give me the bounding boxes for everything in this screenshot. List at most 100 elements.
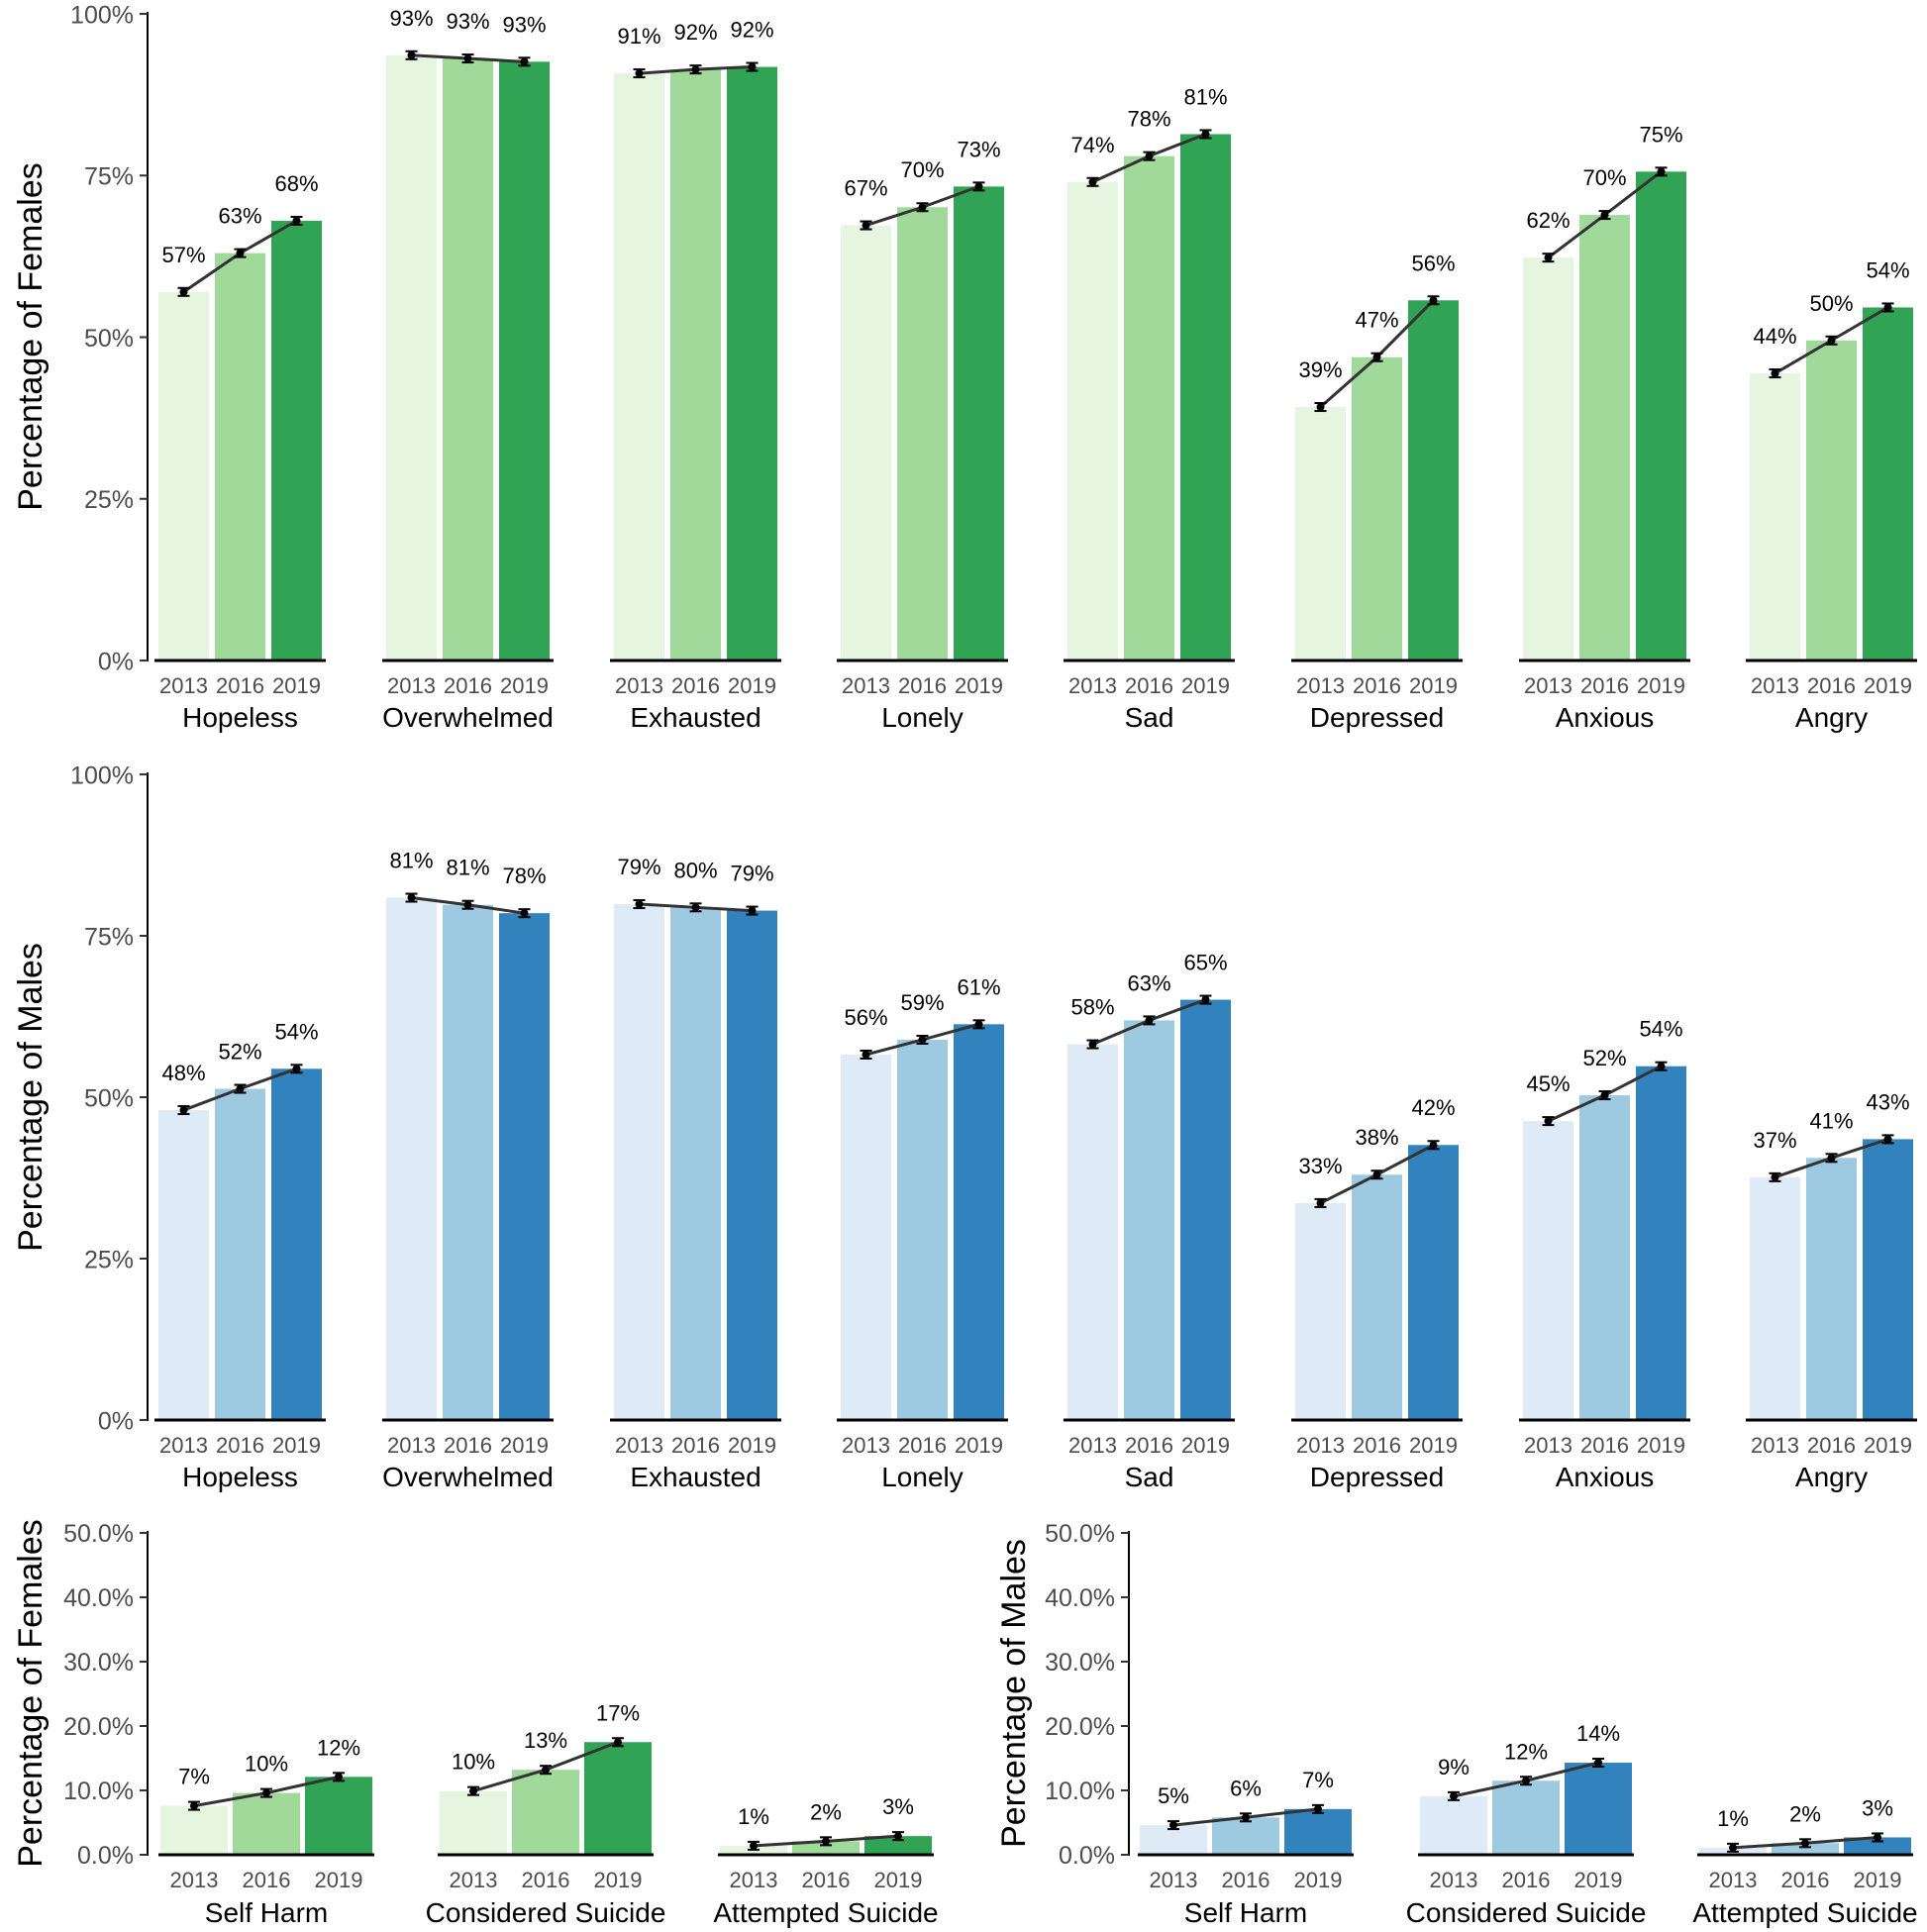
point-marker (1883, 303, 1892, 312)
point-marker (918, 203, 927, 212)
bar (1180, 999, 1231, 1420)
category-label: Attempted Suicide (713, 1897, 938, 1928)
point-marker (1600, 211, 1609, 220)
bar (792, 1841, 860, 1855)
y-tick-label: 0.0% (77, 1842, 134, 1870)
x-tick-label: 2016 (1807, 1433, 1856, 1458)
bar (1806, 340, 1857, 661)
x-tick-label: 2016 (1580, 1433, 1629, 1458)
point-marker (691, 903, 700, 912)
x-tick-label: 2016 (1125, 1433, 1173, 1458)
category-label: Self Harm (1184, 1897, 1307, 1928)
bar-group-self-harm: 5% 2013 6% 2016 7% 2019 Self Harm (1138, 1768, 1354, 1928)
data-label: 12% (1504, 1739, 1548, 1764)
point-marker (1316, 1198, 1325, 1207)
category-label: Considered Suicide (426, 1897, 666, 1928)
bar (1124, 1020, 1174, 1420)
x-tick-label: 2019 (500, 673, 549, 698)
y-tick-label: 75% (84, 163, 134, 191)
bar (233, 1792, 300, 1855)
bar (1408, 1145, 1459, 1420)
y-tick-label: 75% (84, 923, 134, 951)
data-label: 5% (1158, 1783, 1189, 1808)
category-label: Depressed (1310, 702, 1444, 733)
point-marker (1145, 152, 1154, 160)
point-marker (520, 909, 529, 918)
point-marker (179, 1106, 188, 1115)
point-marker (1771, 1172, 1779, 1181)
data-label: 1% (738, 1804, 769, 1829)
x-tick-label: 2013 (159, 1433, 208, 1458)
bar (271, 220, 322, 661)
bar (386, 54, 437, 661)
bar (954, 186, 1004, 661)
x-tick-label: 2019 (1409, 673, 1458, 698)
point-marker (1242, 1813, 1250, 1822)
category-label: Considered Suicide (1406, 1897, 1647, 1928)
bar (614, 73, 664, 661)
data-label: 56% (844, 1005, 887, 1030)
category-label: Self Harm (205, 1897, 328, 1928)
point-marker (236, 1084, 245, 1093)
y-tick-label: 10.0% (1045, 1778, 1115, 1805)
bar (499, 61, 550, 661)
y-tick-label: 10.0% (63, 1778, 134, 1805)
x-tick-label: 2013 (1524, 1433, 1572, 1458)
y-axis-title: Percentage of Females (12, 162, 50, 511)
category-label: Lonely (881, 702, 964, 733)
bar (443, 904, 493, 1420)
x-tick-label: 2019 (1181, 1433, 1230, 1458)
bar-group-sad: 74% 2013 78% 2016 81% 2019 Sad (1064, 84, 1235, 733)
data-label: 7% (178, 1765, 210, 1789)
x-tick-label: 2013 (1524, 673, 1572, 698)
point-marker (1801, 1839, 1809, 1848)
bar (512, 1770, 579, 1855)
point-marker (822, 1837, 830, 1846)
bar (271, 1068, 322, 1420)
bar (1523, 257, 1573, 661)
chart-panel-4: 0.0% 10.0% 20.0% 30.0% 40.0% 50.0% Percentage … (995, 1520, 1918, 1928)
x-tick-label: 2013 (1430, 1868, 1478, 1892)
category-label: Sad (1125, 702, 1174, 733)
point-marker (407, 51, 416, 59)
bar-group-overwhelmed: 93% 2013 93% 2016 93% 2019 Overwhelmed (382, 6, 554, 733)
data-label: 78% (502, 864, 546, 888)
data-label: 33% (1298, 1154, 1342, 1178)
bar (841, 225, 891, 661)
data-label: 6% (1230, 1776, 1262, 1800)
bar-group-overwhelmed: 81% 2013 81% 2016 78% 2019 Overwhelmed (382, 849, 554, 1492)
x-tick-label: 2013 (1709, 1868, 1758, 1892)
point-marker (748, 906, 757, 915)
x-tick-label: 2019 (728, 1433, 776, 1458)
data-label: 65% (1183, 951, 1227, 975)
point-marker (1827, 336, 1836, 345)
bar (215, 253, 265, 661)
point-marker (520, 57, 529, 66)
x-tick-label: 2019 (272, 673, 321, 698)
x-tick-label: 2016 (802, 1868, 851, 1892)
data-label: 79% (617, 855, 660, 879)
bar (1067, 181, 1118, 661)
x-tick-label: 2016 (1807, 673, 1856, 698)
data-label: 52% (1582, 1046, 1626, 1070)
bar (1284, 1808, 1352, 1855)
x-tick-label: 2013 (387, 1433, 436, 1458)
bar (215, 1088, 265, 1420)
x-tick-label: 2019 (272, 1433, 321, 1458)
data-label: 58% (1070, 995, 1114, 1020)
point-marker (1201, 130, 1210, 139)
point-marker (1088, 177, 1097, 186)
bar (386, 897, 437, 1420)
data-label: 81% (1183, 84, 1227, 109)
data-label: 43% (1866, 1089, 1909, 1114)
x-tick-label: 2019 (1574, 1868, 1623, 1892)
bar-group-sad: 58% 2013 63% 2016 65% 2019 Sad (1064, 951, 1235, 1492)
category-label: Lonely (881, 1462, 964, 1492)
bar (1565, 1763, 1632, 1855)
bar (1492, 1780, 1560, 1855)
bar (158, 1110, 209, 1420)
data-label: 47% (1355, 308, 1398, 333)
bar (727, 910, 777, 1420)
point-marker (635, 69, 644, 78)
category-label: Anxious (1556, 1462, 1655, 1492)
